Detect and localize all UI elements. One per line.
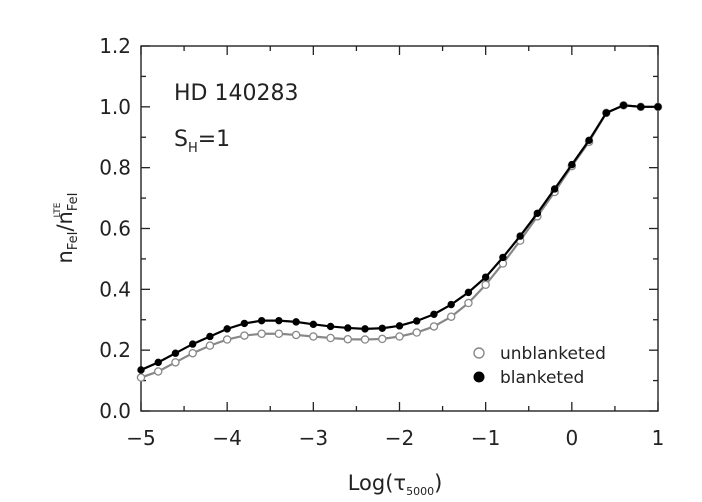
y-axis-label-sub2: FeI [66, 193, 81, 212]
x-axis-label: Log(τ5000) [348, 471, 443, 498]
legend-label-unblanketed: unblanketed [500, 344, 606, 364]
data-point-blanketed [395, 322, 404, 330]
data-point-blanketed [430, 310, 438, 318]
x-axis-label-subscript: 5000 [406, 485, 434, 498]
data-point-blanketed [275, 316, 283, 325]
data-point-blanketed [257, 316, 266, 325]
data-point-unblanketed [188, 348, 197, 358]
data-point-unblanketed [412, 328, 421, 337]
y-tick-label: 0.4 [99, 277, 131, 301]
data-point-blanketed [309, 320, 318, 329]
data-point-blanketed [292, 318, 300, 326]
data-point-unblanketed [222, 335, 232, 344]
data-point-unblanketed [257, 329, 266, 338]
data-point-blanketed [447, 300, 455, 309]
annotation-sh-value: =1 [198, 127, 230, 152]
data-point-unblanketed [326, 333, 335, 343]
data-point-blanketed [344, 324, 352, 332]
data-point-blanketed [550, 185, 559, 193]
data-point-unblanketed [291, 330, 301, 340]
y-axis-label-sub1: FeI [66, 232, 81, 251]
data-point-blanketed [326, 322, 335, 331]
x-tick-label: −3 [299, 426, 328, 450]
y-tick-labels: 0.0 0.2 0.4 0.6 0.8 1.0 1.2 [99, 34, 131, 423]
data-point-unblanketed [429, 322, 439, 331]
ticks [140, 45, 659, 412]
data-point-blanketed [654, 103, 662, 111]
x-tick-label: −4 [212, 426, 241, 450]
data-point-unblanketed [395, 332, 404, 341]
y-axis-label-sep: /n [53, 211, 77, 231]
data-point-unblanketed [136, 373, 146, 382]
y-tick-label: 1.0 [99, 95, 131, 119]
data-point-blanketed [223, 325, 231, 333]
x-tick-label: −5 [126, 426, 155, 450]
data-point-unblanketed [464, 298, 473, 308]
x-tick-labels: −5 −4 −3 −2 −1 0 1 [126, 426, 664, 450]
data-point-blanketed [464, 288, 473, 297]
data-point-blanketed [361, 325, 369, 333]
annotation-star-name: HD 140283 [174, 81, 298, 106]
y-tick-label: 0.6 [99, 217, 131, 241]
data-point-blanketed [240, 319, 249, 328]
y-tick-label: 0.8 [99, 156, 131, 180]
legend-label-blanketed: blanketed [500, 368, 584, 388]
data-point-blanketed [637, 103, 645, 111]
x-axis-label-close: ) [434, 471, 442, 495]
annotation-sh-main: S [174, 127, 188, 152]
data-point-blanketed [568, 160, 576, 169]
x-tick-label: −1 [471, 426, 500, 450]
data-point-blanketed [499, 253, 507, 262]
data-point-blanketed [206, 332, 214, 341]
data-point-blanketed [413, 317, 421, 325]
series-layer [136, 101, 663, 382]
y-tick-label: 0.0 [99, 399, 131, 423]
legend: unblanketed blanketed [473, 344, 606, 388]
data-point-blanketed [378, 324, 386, 332]
data-point-unblanketed [205, 341, 215, 350]
x-tick-label: −2 [385, 426, 414, 450]
y-axis-label: nFeI/nFeILTE [53, 193, 81, 264]
data-point-blanketed [585, 136, 593, 144]
x-tick-label: 1 [652, 426, 665, 450]
y-tick-label: 0.2 [99, 338, 131, 362]
data-point-blanketed [602, 109, 610, 117]
legend-marker-unblanketed [473, 347, 485, 359]
y-axis-label-superscript: LTE [53, 202, 63, 217]
data-point-blanketed [481, 273, 490, 281]
data-point-unblanketed [343, 334, 353, 344]
data-point-unblanketed [274, 329, 284, 338]
data-point-unblanketed [171, 358, 180, 367]
annotation-sh-sub: H [188, 141, 198, 156]
data-point-blanketed [154, 358, 162, 367]
data-point-blanketed [516, 232, 524, 240]
data-point-unblanketed [481, 280, 490, 290]
legend-marker-blanketed [473, 371, 485, 383]
data-point-blanketed [619, 101, 628, 110]
data-point-blanketed [171, 349, 180, 357]
annotation-sh: SH=1 [174, 127, 230, 156]
x-tick-label: 0 [565, 426, 578, 450]
data-point-unblanketed [309, 332, 318, 341]
data-point-unblanketed [153, 367, 163, 376]
y-tick-label: 1.2 [99, 34, 131, 58]
data-point-unblanketed [240, 331, 249, 340]
y-axis-label-main: n [53, 250, 77, 263]
data-point-unblanketed [378, 334, 387, 344]
data-point-unblanketed [360, 335, 370, 344]
data-point-blanketed [189, 340, 197, 348]
data-point-blanketed [533, 209, 542, 217]
x-axis-label-main: Log(τ [348, 471, 406, 495]
data-point-unblanketed [446, 312, 456, 321]
data-point-blanketed [137, 366, 145, 374]
